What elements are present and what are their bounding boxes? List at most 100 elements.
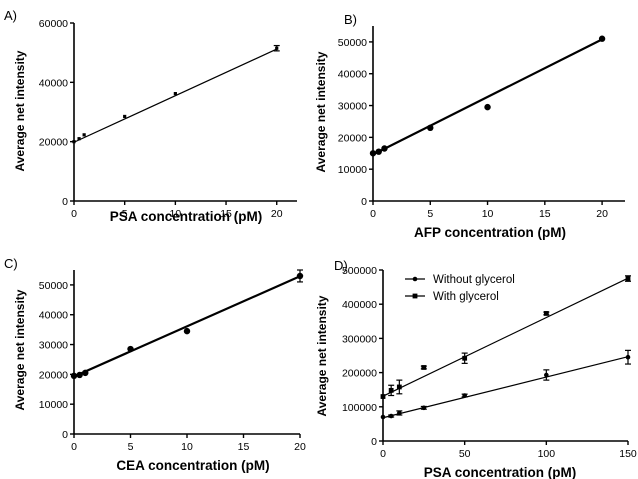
x-tick-label: 0 xyxy=(71,441,77,453)
data-point xyxy=(275,46,279,50)
data-point xyxy=(82,369,89,377)
y-tick-label: 50000 xyxy=(338,37,367,49)
y-tick-label: 20000 xyxy=(338,132,367,144)
data-point xyxy=(127,345,134,353)
chart-panel-3: C) 0 10000 20000 30000 40000 50000 0 5 10 15 20 CEA … xyxy=(4,256,306,473)
x-axis-label: CEA concentration (pM) xyxy=(116,458,269,473)
data-point xyxy=(76,371,83,379)
chart-panel-1: A) 0 20000 40000 60000 0 5 10 15 20 PSA concentrat… xyxy=(4,8,297,224)
data-point xyxy=(544,372,549,378)
series-1 xyxy=(380,349,631,420)
data-point xyxy=(82,133,86,137)
x-tick-label: 15 xyxy=(220,208,232,220)
y-axis-label: Average net intensity xyxy=(13,289,27,410)
y-tick-label: 40000 xyxy=(39,77,68,89)
chart-panel-4: D) 0 100000 200000 300000 400000 500000 0 50 100 1… xyxy=(315,258,637,479)
data-point xyxy=(462,355,468,361)
data-point xyxy=(421,405,427,411)
panel-label: A) xyxy=(4,8,17,23)
x-axis-label: PSA concentration (pM) xyxy=(424,465,577,479)
data-point xyxy=(380,394,386,399)
panel-label: D) xyxy=(334,258,348,273)
x-tick-label: 100 xyxy=(538,448,556,460)
y-tick-label: 400000 xyxy=(342,299,377,311)
x-tick-label: 5 xyxy=(427,208,433,220)
x-tick-label: 5 xyxy=(122,208,128,220)
series-1 xyxy=(72,44,280,144)
panel-label: C) xyxy=(4,256,18,271)
legend-label: Without glycerol xyxy=(433,274,515,286)
y-tick-label: 10000 xyxy=(39,399,68,411)
y-tick-label: 500000 xyxy=(342,265,377,277)
y-axis-label: Average net intensity xyxy=(315,295,329,416)
y-axis-label: Average net intensity xyxy=(314,51,328,172)
data-point xyxy=(427,124,434,132)
data-point xyxy=(173,92,177,96)
panel-label: B) xyxy=(344,12,357,27)
x-tick-label: 0 xyxy=(71,208,77,220)
data-point xyxy=(77,137,81,141)
x-tick-label: 15 xyxy=(539,208,551,220)
data-point xyxy=(72,140,76,144)
x-tick-label: 10 xyxy=(170,208,182,220)
y-tick-label: 40000 xyxy=(39,310,68,322)
x-tick-label: 15 xyxy=(238,441,250,453)
y-tick-label: 60000 xyxy=(39,18,68,30)
x-axis-label: PSA concentration (pM) xyxy=(110,209,263,224)
x-tick-label: 0 xyxy=(370,208,376,220)
y-tick-label: 0 xyxy=(62,429,68,441)
fit-line xyxy=(382,277,629,397)
data-point xyxy=(421,365,427,370)
data-point xyxy=(183,327,191,335)
y-tick-label: 0 xyxy=(62,196,68,208)
y-tick-label: 0 xyxy=(361,196,367,208)
data-point xyxy=(484,103,491,111)
x-tick-label: 20 xyxy=(271,208,283,220)
y-tick-label: 10000 xyxy=(338,164,367,176)
data-point xyxy=(598,35,606,42)
x-tick-label: 20 xyxy=(596,208,608,220)
fit-line xyxy=(372,38,603,156)
data-point xyxy=(625,276,631,281)
legend-item-1: Without glycerol xyxy=(405,274,515,286)
y-tick-label: 30000 xyxy=(39,340,68,352)
x-tick-label: 150 xyxy=(619,448,637,460)
legend-marker xyxy=(412,276,418,282)
fit-line xyxy=(73,275,301,378)
x-tick-label: 10 xyxy=(181,441,193,453)
series-1 xyxy=(70,269,304,380)
data-point xyxy=(397,410,402,416)
x-tick-label: 5 xyxy=(128,441,134,453)
series-1 xyxy=(369,35,606,157)
data-point xyxy=(388,413,394,419)
data-point xyxy=(375,148,382,155)
data-point xyxy=(369,150,377,157)
x-axis-label: AFP concentration (pM) xyxy=(414,225,566,240)
data-point xyxy=(381,145,388,152)
x-tick-label: 20 xyxy=(294,441,306,453)
y-tick-label: 50000 xyxy=(39,280,68,292)
legend-label: With glycerol xyxy=(433,291,499,303)
x-tick-label: 50 xyxy=(459,448,471,460)
y-tick-label: 200000 xyxy=(342,368,377,380)
x-tick-label: 10 xyxy=(482,208,494,220)
legend-marker xyxy=(412,293,418,299)
chart-panel-2: B) 0 10000 20000 30000 40000 50000 0 5 10 15 20 AFP … xyxy=(314,12,625,240)
data-point xyxy=(70,372,78,380)
y-tick-label: 20000 xyxy=(39,369,68,381)
data-point xyxy=(388,387,394,393)
fit-line xyxy=(382,356,629,419)
x-tick-label: 0 xyxy=(380,448,386,460)
data-point xyxy=(396,384,402,390)
y-axis-label: Average net intensity xyxy=(13,50,27,171)
series-2 xyxy=(380,275,631,399)
y-tick-label: 300000 xyxy=(342,333,377,345)
data-point xyxy=(296,272,304,280)
data-point xyxy=(123,114,127,119)
data-point xyxy=(462,393,467,398)
y-tick-label: 20000 xyxy=(39,137,68,149)
data-point xyxy=(543,311,549,316)
fit-line xyxy=(73,48,277,143)
data-point xyxy=(380,414,386,420)
